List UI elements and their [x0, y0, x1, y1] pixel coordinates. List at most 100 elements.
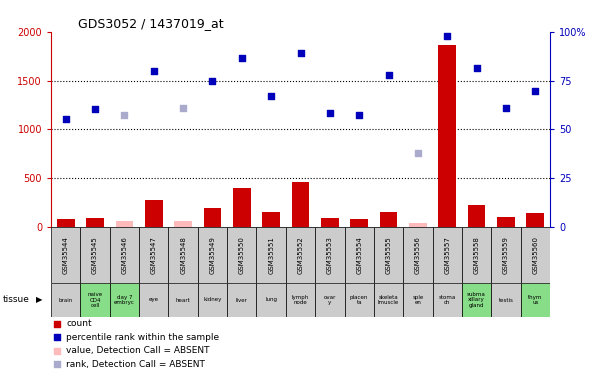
- Bar: [291, 182, 310, 227]
- Text: GSM35548: GSM35548: [180, 236, 186, 274]
- Point: [472, 65, 481, 71]
- Point: [178, 105, 188, 111]
- Bar: [286, 227, 315, 283]
- Text: liver: liver: [236, 297, 248, 303]
- Bar: [286, 283, 315, 317]
- Bar: [115, 221, 133, 227]
- Text: GSM35550: GSM35550: [239, 236, 245, 274]
- Bar: [321, 218, 338, 227]
- Text: GSM35546: GSM35546: [121, 236, 127, 274]
- Bar: [374, 227, 403, 283]
- Point: [90, 106, 100, 112]
- Bar: [168, 227, 198, 283]
- Text: GSM35554: GSM35554: [356, 236, 362, 274]
- Point: [52, 334, 62, 340]
- Text: placen
ta: placen ta: [350, 295, 368, 305]
- Bar: [51, 283, 81, 317]
- Point: [383, 72, 393, 78]
- Text: stoma
ch: stoma ch: [439, 295, 456, 305]
- Bar: [57, 219, 75, 227]
- Bar: [81, 227, 110, 283]
- Text: naive
CD4
cell: naive CD4 cell: [88, 292, 103, 308]
- Point: [208, 78, 218, 84]
- Text: GSM35556: GSM35556: [415, 236, 421, 274]
- Bar: [139, 283, 168, 317]
- Bar: [403, 283, 433, 317]
- Text: count: count: [66, 319, 92, 328]
- Point: [531, 88, 540, 94]
- Text: GSM35544: GSM35544: [63, 236, 69, 274]
- Bar: [491, 283, 520, 317]
- Text: GSM35547: GSM35547: [151, 236, 157, 274]
- Bar: [233, 188, 251, 227]
- Text: ▶: ▶: [36, 296, 42, 304]
- Text: percentile rank within the sample: percentile rank within the sample: [66, 333, 219, 342]
- Bar: [257, 283, 286, 317]
- Bar: [110, 227, 139, 283]
- Text: GSM35549: GSM35549: [210, 236, 216, 274]
- Text: GSM35559: GSM35559: [503, 236, 509, 274]
- Point: [61, 116, 70, 122]
- Bar: [526, 213, 544, 227]
- Point: [120, 112, 129, 118]
- Bar: [462, 283, 491, 317]
- Text: GSM35552: GSM35552: [297, 236, 304, 274]
- Text: GSM35551: GSM35551: [268, 236, 274, 274]
- Text: GSM35560: GSM35560: [532, 236, 538, 274]
- Point: [355, 112, 364, 118]
- Text: GDS3052 / 1437019_at: GDS3052 / 1437019_at: [78, 17, 224, 30]
- Point: [413, 150, 423, 156]
- Bar: [468, 205, 486, 227]
- Bar: [438, 45, 456, 227]
- Text: lung: lung: [265, 297, 277, 303]
- Bar: [87, 218, 104, 227]
- Text: sple
en: sple en: [412, 295, 424, 305]
- Bar: [227, 283, 257, 317]
- Bar: [139, 227, 168, 283]
- Text: heart: heart: [175, 297, 191, 303]
- Bar: [198, 283, 227, 317]
- Bar: [380, 212, 397, 227]
- Bar: [462, 227, 491, 283]
- Bar: [403, 227, 433, 283]
- Bar: [198, 227, 227, 283]
- Bar: [145, 200, 163, 227]
- Bar: [204, 209, 221, 227]
- Bar: [315, 283, 344, 317]
- Bar: [520, 283, 550, 317]
- Bar: [168, 283, 198, 317]
- Text: thym
us: thym us: [528, 295, 543, 305]
- Point: [52, 348, 62, 354]
- Text: GSM35545: GSM35545: [92, 236, 98, 274]
- Text: GSM35553: GSM35553: [327, 236, 333, 274]
- Bar: [491, 227, 520, 283]
- Bar: [257, 227, 286, 283]
- Bar: [409, 223, 427, 227]
- Point: [325, 110, 335, 116]
- Bar: [110, 283, 139, 317]
- Text: eye: eye: [149, 297, 159, 303]
- Text: skeleta
lmuscle: skeleta lmuscle: [378, 295, 399, 305]
- Point: [296, 50, 305, 56]
- Text: ovar
y: ovar y: [324, 295, 336, 305]
- Text: day 7
embryc: day 7 embryc: [114, 295, 135, 305]
- Bar: [344, 283, 374, 317]
- Bar: [344, 227, 374, 283]
- Bar: [263, 212, 280, 227]
- Point: [501, 105, 511, 111]
- Text: GSM35555: GSM35555: [385, 236, 391, 274]
- Text: kidney: kidney: [203, 297, 222, 303]
- Point: [52, 362, 62, 368]
- Bar: [81, 283, 110, 317]
- Bar: [520, 227, 550, 283]
- Bar: [374, 283, 403, 317]
- Point: [149, 68, 159, 74]
- Text: brain: brain: [59, 297, 73, 303]
- Text: value, Detection Call = ABSENT: value, Detection Call = ABSENT: [66, 346, 210, 355]
- Text: GSM35558: GSM35558: [474, 236, 480, 274]
- Bar: [315, 227, 344, 283]
- Text: testis: testis: [498, 297, 513, 303]
- Text: GSM35557: GSM35557: [444, 236, 450, 274]
- Text: tissue: tissue: [3, 296, 30, 304]
- Bar: [350, 219, 368, 227]
